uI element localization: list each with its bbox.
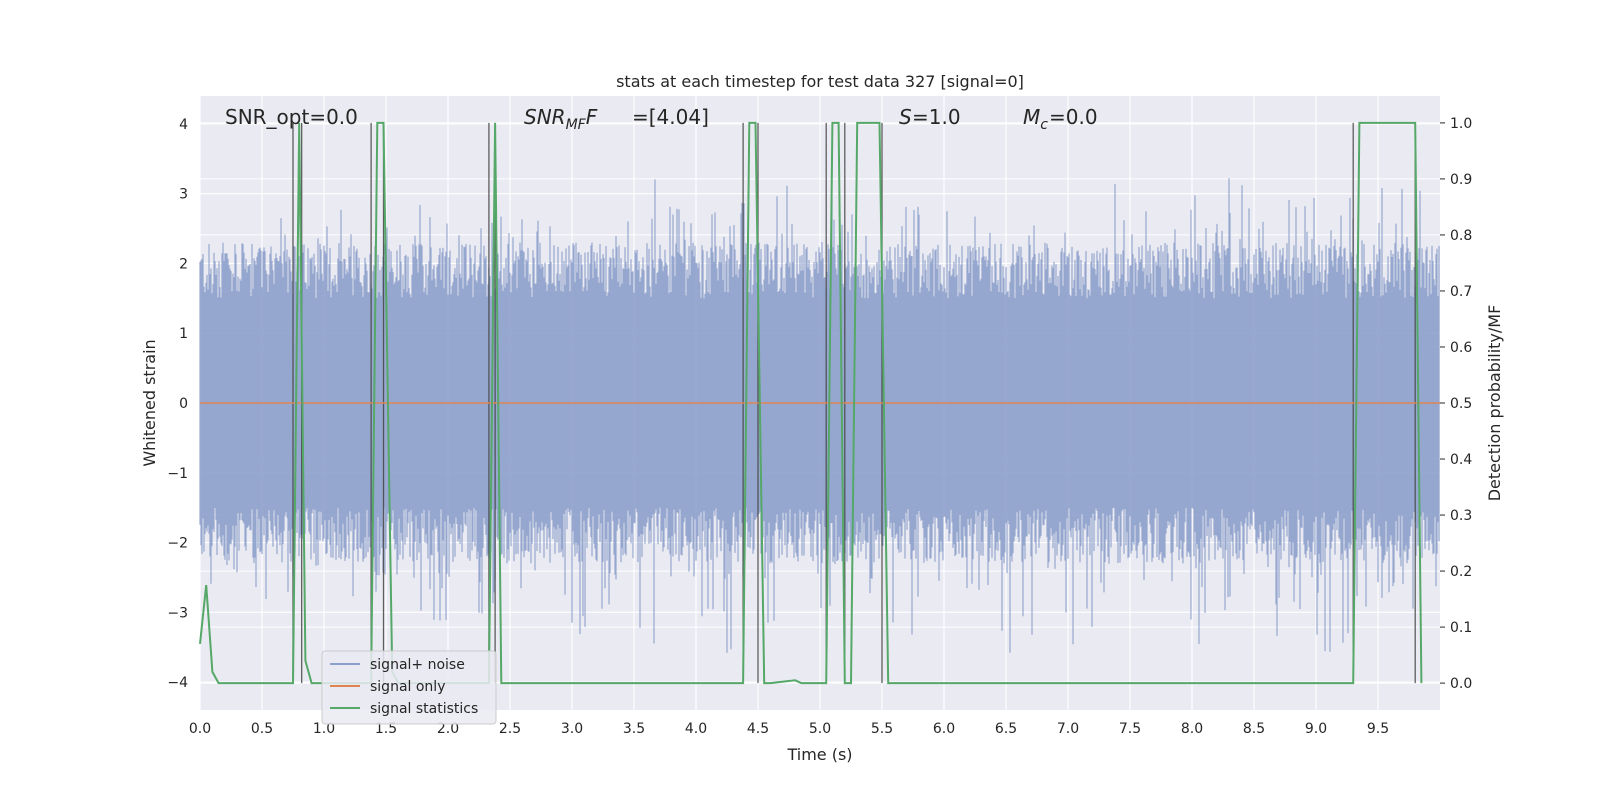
y2-tick-label: 0.9 — [1450, 172, 1472, 188]
x-tick-label: 0.5 — [251, 721, 273, 737]
x-tick-label: 9.5 — [1367, 721, 1389, 737]
annotation-mc-value: =0.0 — [1049, 105, 1098, 129]
x-axis-label: Time (s) — [786, 745, 852, 764]
annotation-s-symbol: S — [899, 105, 912, 129]
annotation-snr-mf: SNRMFF =[4.04] — [524, 105, 709, 133]
legend-label-signal-only: signal only — [370, 679, 445, 695]
legend-label-noise: signal+ noise — [370, 657, 465, 673]
signal-statistics-series — [199, 121, 1423, 685]
y2-tick-label: 0.6 — [1450, 340, 1472, 356]
signal-noise-series — [199, 178, 1440, 653]
tick-labels: 0.0 0.5 1.0 1.5 2.0 2.5 3.0 3.5 4.0 4.5 5.0 5.5 6.0 6… — [167, 116, 1472, 737]
x-tick-label: 5.0 — [809, 721, 831, 737]
y-tick-label: −4 — [167, 675, 188, 691]
annotation-s-value: =1.0 — [912, 105, 961, 129]
x-tick-label: 2.0 — [437, 721, 459, 737]
y2-tick-label: 0.5 — [1450, 396, 1472, 412]
annotation-s: S =1.0 — [899, 105, 961, 129]
annotation-mc: Mc =0.0 — [1023, 105, 1098, 133]
y2-tick-label: 0.2 — [1450, 564, 1472, 580]
y2-tick-label: 0.0 — [1450, 676, 1472, 692]
y2-tick-label: 0.4 — [1450, 452, 1472, 468]
x-tick-label: 7.5 — [1119, 721, 1141, 737]
x-tick-label: 4.5 — [747, 721, 769, 737]
chart-title: stats at each timestep for test data 327… — [616, 72, 1024, 91]
y-tick-label: 0 — [179, 396, 188, 412]
y-tick-label: −3 — [167, 605, 188, 621]
y-axis-label: Whitened strain — [140, 339, 159, 466]
annotation-mc-symbol: Mc — [1023, 105, 1048, 133]
y2-axis-label: Detection probability/MF — [1485, 305, 1504, 502]
y2-tick-label: 0.1 — [1450, 620, 1472, 636]
x-tick-label: 8.0 — [1181, 721, 1203, 737]
y-tick-label: 1 — [179, 326, 188, 342]
x-tick-label: 6.0 — [933, 721, 955, 737]
x-tick-label: 1.0 — [313, 721, 335, 737]
annotation-snr-mf-symbol: SNRMFF — [524, 105, 598, 133]
y-tick-label: 2 — [179, 256, 188, 272]
y-tick-label: −1 — [167, 466, 188, 482]
y2-tick-label: 0.3 — [1450, 508, 1472, 524]
x-tick-label: 4.0 — [685, 721, 707, 737]
y2-tick-label: 0.8 — [1450, 228, 1472, 244]
x-tick-label: 1.5 — [375, 721, 397, 737]
annotation-snr-mf-value: =[4.04] — [632, 105, 709, 129]
y-tick-label: −2 — [167, 536, 188, 552]
y-tick-label: 3 — [179, 187, 188, 203]
annotation-snr-opt: SNR_opt=0.0 — [225, 105, 358, 129]
x-tick-label: 8.5 — [1243, 721, 1265, 737]
x-tick-label: 9.0 — [1305, 721, 1327, 737]
legend: signal+ noise signal only signal statist… — [321, 650, 497, 725]
x-tick-label: 3.0 — [561, 721, 583, 737]
signal-statistics-line — [199, 121, 1423, 685]
x-tick-label: 3.5 — [623, 721, 645, 737]
x-tick-label: 7.0 — [1057, 721, 1079, 737]
x-tick-label: 2.5 — [499, 721, 521, 737]
x-tick-label: 0.0 — [189, 721, 211, 737]
legend-label-statistics: signal statistics — [370, 701, 478, 717]
x-tick-label: 5.5 — [871, 721, 893, 737]
signal-noise-line — [199, 178, 1440, 653]
y-tick-label: 4 — [179, 117, 188, 133]
legend-box — [321, 650, 497, 725]
x-tick-label: 6.5 — [995, 721, 1017, 737]
y2-tick-label: 0.7 — [1450, 284, 1472, 300]
y2-tick-label: 1.0 — [1450, 116, 1472, 132]
